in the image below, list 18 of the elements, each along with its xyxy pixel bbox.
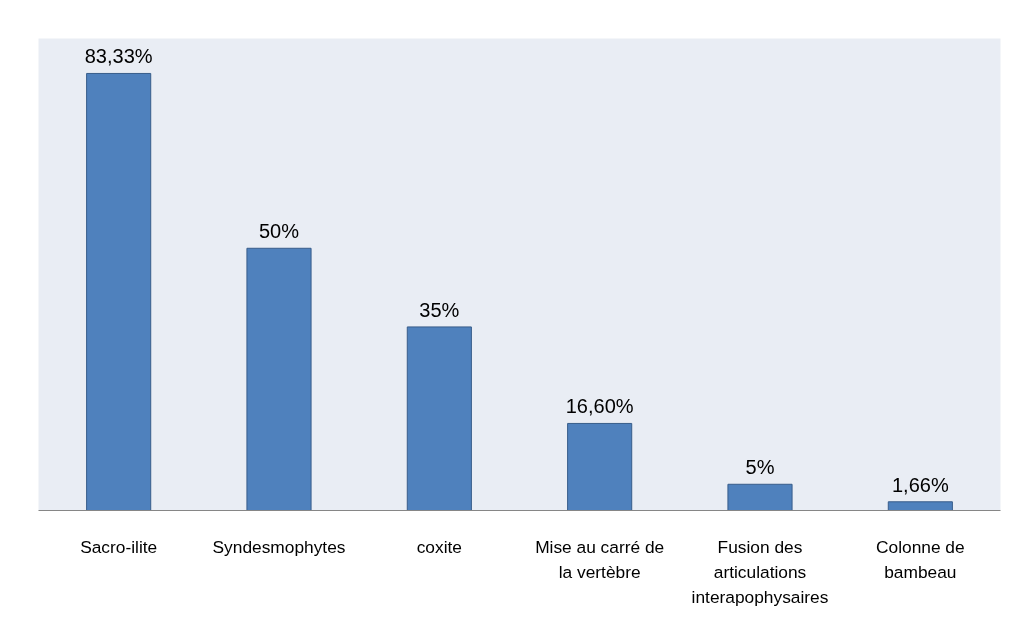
x-tick-label: Syndesmophytes (212, 536, 346, 557)
data-label: 16,60% (565, 395, 634, 418)
x-tick-label: Colonne de bambeau (876, 536, 965, 582)
bar (246, 247, 312, 511)
x-tick-label: Sacro-ilite (80, 536, 158, 557)
data-label: 1,66% (891, 473, 949, 496)
data-label: 5% (745, 456, 775, 479)
data-label: 35% (419, 298, 460, 321)
x-tick-label: Fusion des articulations interapophysaires (691, 536, 829, 607)
bar (887, 501, 953, 511)
data-label: 50% (258, 220, 300, 243)
x-tick-label: coxite (416, 536, 462, 557)
bar (727, 483, 793, 511)
bar (567, 422, 633, 511)
bar (86, 72, 152, 511)
x-tick-label: Mise au carré de la vertèbre (535, 536, 665, 582)
data-label: 83,33% (84, 45, 153, 68)
bar (406, 326, 472, 511)
